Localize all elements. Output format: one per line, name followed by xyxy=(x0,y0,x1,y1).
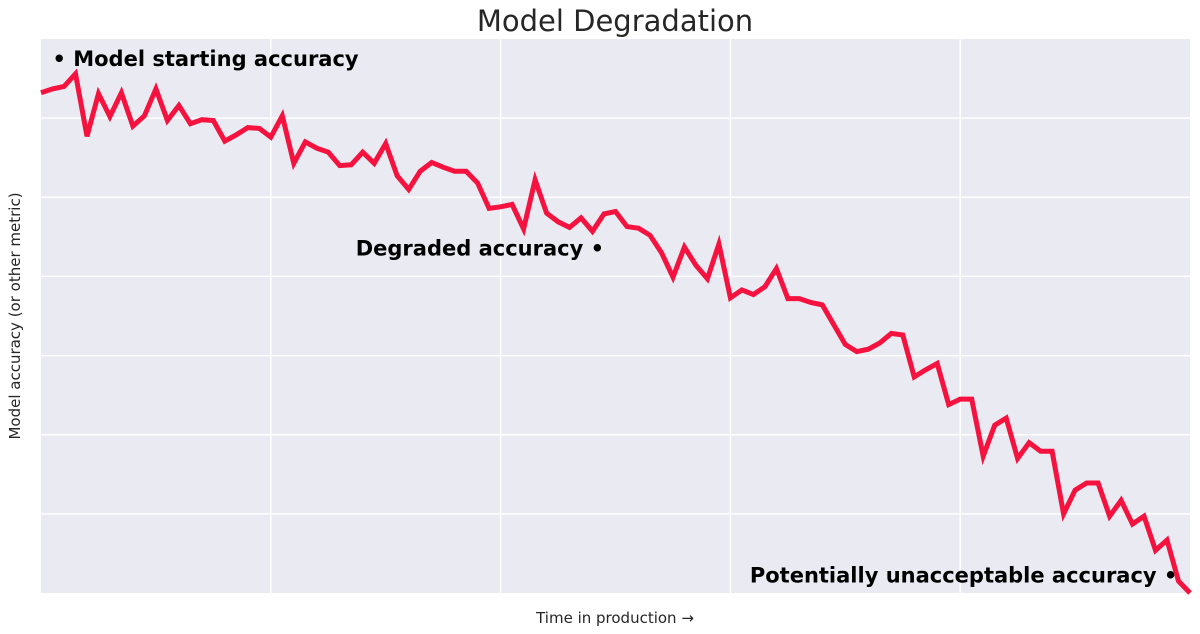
annotation-0: • Model starting accuracy xyxy=(52,47,358,71)
series-line-0 xyxy=(40,68,1192,595)
annotation-group: • Model starting accuracy Degraded accura… xyxy=(52,47,1177,588)
y-axis-label: Model accuracy (or other metric) xyxy=(6,192,24,439)
annotation-1: Degraded accuracy • xyxy=(356,237,604,261)
series-group xyxy=(40,68,1192,595)
chart-title: Model Degradation xyxy=(477,4,753,38)
plot-area xyxy=(41,39,1190,593)
grid-lines xyxy=(41,39,1190,593)
x-axis-label: Time in production → xyxy=(535,609,694,627)
annotation-2: Potentially unacceptable accuracy • xyxy=(750,564,1178,588)
